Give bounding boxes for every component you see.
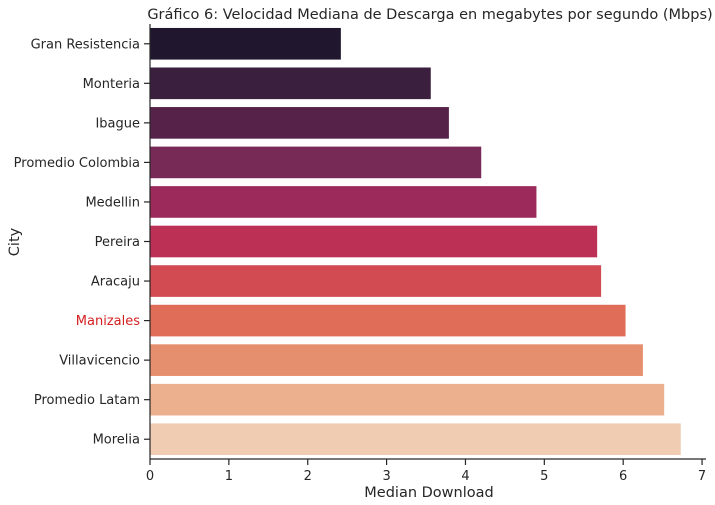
x-tick-label: 2 <box>304 469 312 484</box>
x-axis-ticks: 0 1 2 3 4 5 6 7 <box>146 459 706 484</box>
category-label: Promedio Colombia <box>14 156 140 171</box>
bar-promedio-latam <box>150 383 665 416</box>
bar-aracaju <box>150 265 602 297</box>
x-tick-label: 5 <box>540 469 548 484</box>
category-label: Aracaju <box>91 275 140 290</box>
bars-layer <box>150 27 681 456</box>
bar-morelia <box>150 423 681 456</box>
bar-ibague <box>150 107 449 139</box>
category-label: Villavicencio <box>59 354 140 369</box>
category-label: Gran Resistencia <box>31 37 140 52</box>
category-label: Morelia <box>93 433 140 448</box>
x-tick-label: 0 <box>146 469 154 484</box>
bar-manizales <box>150 304 626 337</box>
chart-title: Gráfico 6: Velocidad Mediana de Descarga… <box>147 7 712 23</box>
bar-monteria <box>150 67 431 100</box>
x-tick-label: 7 <box>698 469 706 484</box>
bar-villavicencio <box>150 344 643 376</box>
x-tick-label: 1 <box>225 469 233 484</box>
category-labels: Gran Resistencia Monteria Ibague Promedio C… <box>14 37 150 448</box>
category-label: Manizales <box>76 314 140 329</box>
y-axis-title: City <box>7 227 23 256</box>
x-axis-title: Median Download <box>364 485 493 501</box>
bar-pereira <box>150 225 598 258</box>
x-tick-label: 3 <box>382 469 390 484</box>
category-label: Promedio Latam <box>34 393 140 408</box>
category-label: Pereira <box>95 235 140 250</box>
category-label: Monteria <box>83 77 140 92</box>
x-tick-label: 4 <box>461 469 469 484</box>
category-label: Medellin <box>85 195 140 210</box>
bar-promedio-colombia <box>150 146 482 179</box>
bar-gran-resistencia <box>150 27 341 60</box>
bar-medellin <box>150 186 537 218</box>
category-label: Ibague <box>95 116 140 131</box>
x-tick-label: 6 <box>619 469 627 484</box>
